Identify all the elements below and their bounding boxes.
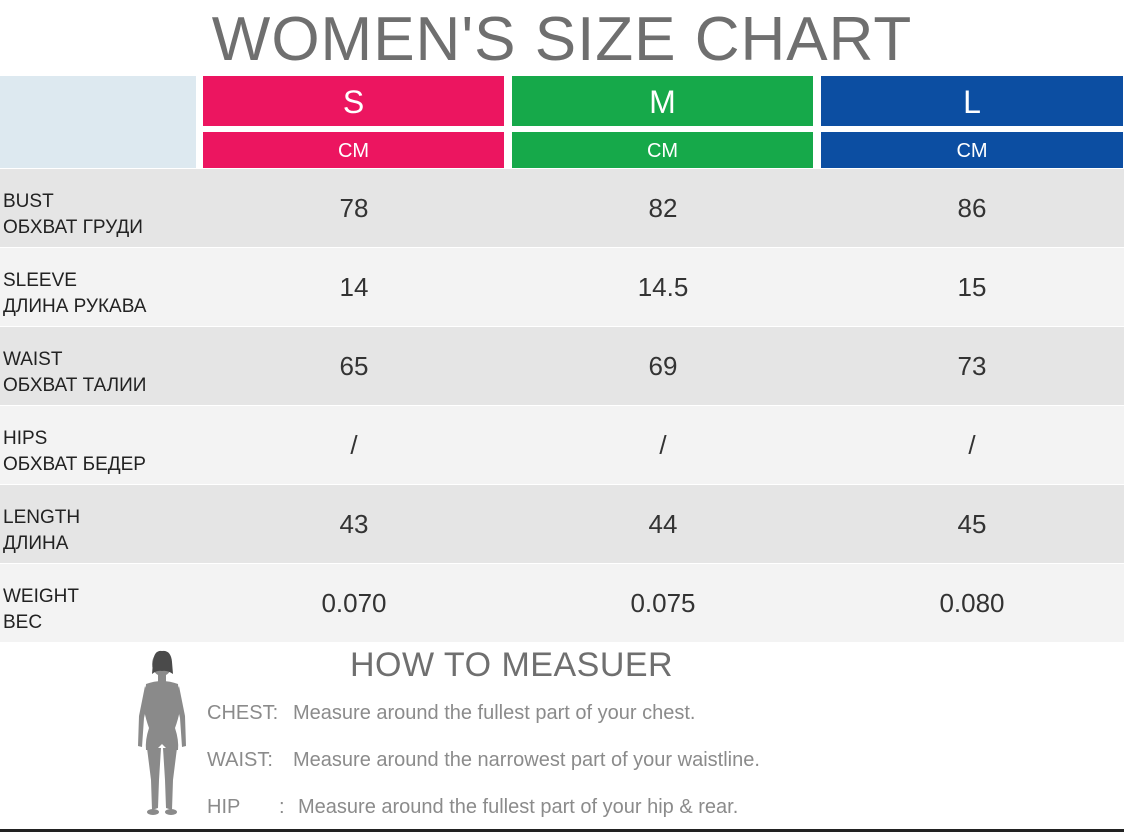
row-label: LENGTH ДЛИНА bbox=[3, 505, 80, 557]
row-label: HIPS ОБХВАТ БЕДЕР bbox=[3, 426, 146, 478]
cell-m: 69 bbox=[648, 351, 678, 381]
row-label-ru: ВЕС bbox=[3, 612, 43, 633]
row-label-ru: ДЛИНА bbox=[3, 533, 69, 554]
table-row-weight: WEIGHT ВЕС 0.070 0.075 0.080 bbox=[0, 564, 1124, 642]
woman-silhouette-icon bbox=[138, 650, 186, 815]
cell-s: 43 bbox=[339, 509, 369, 539]
row-label-en: SLEEVE bbox=[3, 270, 77, 291]
size-header-s: S bbox=[203, 76, 504, 126]
measure-hip-separator: : bbox=[279, 796, 285, 818]
row-label-ru: ОБХВАТ ГРУДИ bbox=[3, 217, 143, 238]
cell-s: 65 bbox=[339, 351, 369, 381]
unit-header-s: CM bbox=[203, 132, 504, 168]
size-header-l: L bbox=[821, 76, 1123, 126]
measure-waist-key: WAIST: bbox=[207, 749, 273, 771]
measure-waist-text: Measure around the narrowest part of you… bbox=[293, 749, 760, 771]
size-header-m: M bbox=[512, 76, 813, 126]
cell-s: 78 bbox=[339, 193, 369, 223]
row-label-en: BUST bbox=[3, 191, 54, 212]
bottom-divider bbox=[0, 829, 1124, 832]
cell-m: 44 bbox=[648, 509, 678, 539]
cell-m: / bbox=[659, 430, 667, 460]
cell-s: 0.070 bbox=[321, 588, 387, 618]
measure-hip-text: Measure around the fullest part of your … bbox=[298, 796, 739, 818]
row-label: SLEEVE ДЛИНА РУКАВА bbox=[3, 268, 146, 320]
row-label-ru: ДЛИНА РУКАВА bbox=[3, 296, 147, 317]
measure-hip-key: HIP bbox=[207, 796, 241, 818]
table-row-bust: BUST ОБХВАТ ГРУДИ 78 82 86 bbox=[0, 169, 1124, 247]
cell-s: / bbox=[350, 430, 358, 460]
measure-chest-key: CHEST: bbox=[207, 702, 279, 724]
row-label-en: HIPS bbox=[3, 428, 48, 449]
cell-m: 82 bbox=[648, 193, 678, 223]
row-label: WAIST ОБХВАТ ТАЛИИ bbox=[3, 347, 146, 399]
table-row-hips: HIPS ОБХВАТ БЕДЕР / / / bbox=[0, 406, 1124, 484]
table-row-waist: WAIST ОБХВАТ ТАЛИИ 65 69 73 bbox=[0, 327, 1124, 405]
header-corner bbox=[0, 76, 196, 168]
cell-l: 15 bbox=[957, 272, 987, 302]
cell-l: 45 bbox=[957, 509, 987, 539]
cell-m: 0.075 bbox=[630, 588, 696, 618]
cell-l: 0.080 bbox=[939, 588, 1005, 618]
unit-header-l: CM bbox=[821, 132, 1123, 168]
table-row-length: LENGTH ДЛИНА 43 44 45 bbox=[0, 485, 1124, 563]
row-label-en: LENGTH bbox=[3, 507, 81, 528]
row-label-ru: ОБХВАТ БЕДЕР bbox=[3, 454, 146, 475]
measure-chest-text: Measure around the fullest part of your … bbox=[293, 702, 696, 724]
cell-m: 14.5 bbox=[637, 272, 689, 302]
cell-l: / bbox=[968, 430, 976, 460]
row-label-en: WAIST bbox=[3, 349, 63, 370]
cell-l: 73 bbox=[957, 351, 987, 381]
unit-header-m: CM bbox=[512, 132, 813, 168]
page-title: WOMEN'S SIZE CHART bbox=[211, 5, 913, 74]
row-label-en: WEIGHT bbox=[3, 586, 79, 607]
row-label: WEIGHT ВЕС bbox=[3, 584, 79, 636]
table-row-sleeve: SLEEVE ДЛИНА РУКАВА 14 14.5 15 bbox=[0, 248, 1124, 326]
cell-s: 14 bbox=[339, 272, 369, 302]
measure-title: HOW TO MEASUER bbox=[350, 646, 674, 684]
row-label-ru: ОБХВАТ ТАЛИИ bbox=[3, 375, 147, 396]
row-label: BUST ОБХВАТ ГРУДИ bbox=[3, 189, 143, 241]
cell-l: 86 bbox=[957, 193, 987, 223]
